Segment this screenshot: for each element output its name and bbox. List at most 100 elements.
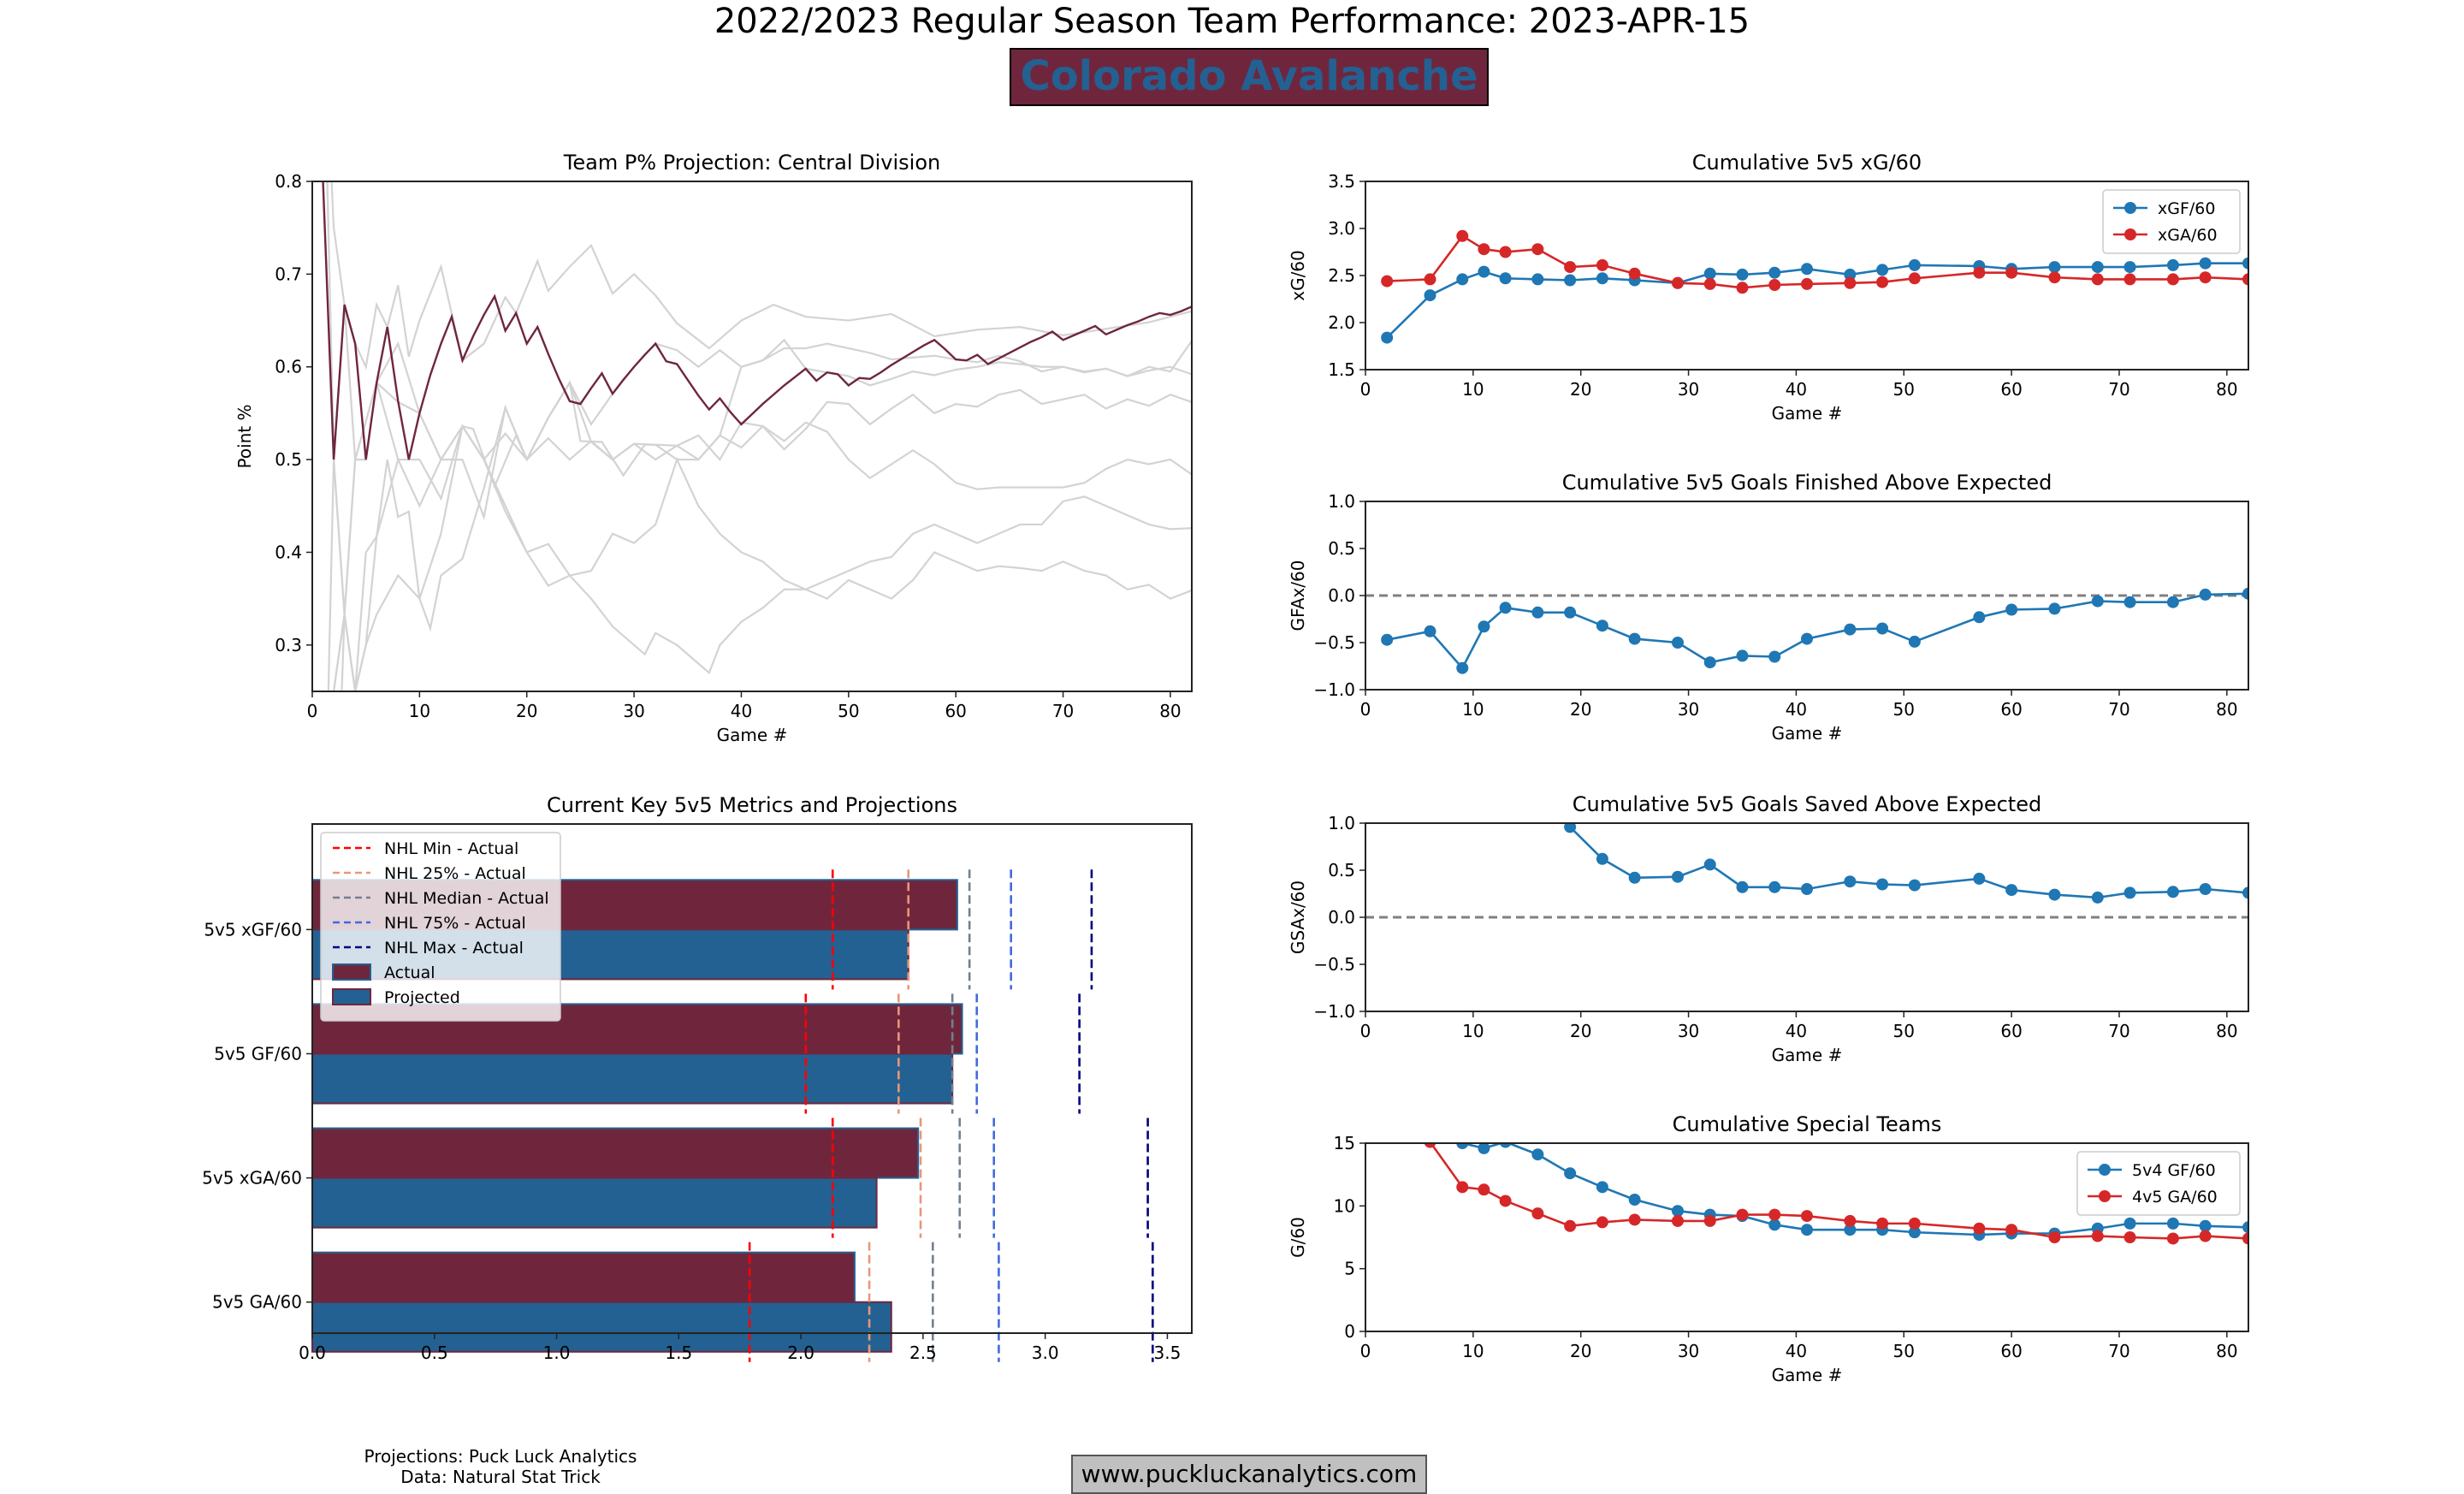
x-tick-label: 2.0 bbox=[787, 1343, 814, 1363]
bar-projected bbox=[311, 1052, 954, 1105]
x-tick-label: 40 bbox=[1786, 1341, 1807, 1361]
data-point bbox=[1908, 1226, 1921, 1239]
data-point bbox=[1876, 276, 1889, 288]
data-point bbox=[1908, 258, 1921, 271]
st-legend: 5v4 GF/60 4v5 GA/60 bbox=[2076, 1151, 2241, 1216]
division-team-line bbox=[332, 338, 1192, 691]
data-point bbox=[1531, 1148, 1544, 1161]
x-tick-label: 30 bbox=[1678, 699, 1699, 720]
data-point bbox=[1844, 1224, 1857, 1236]
x-axis-label: Game # bbox=[1772, 1365, 1843, 1385]
legend-box bbox=[2076, 1151, 2241, 1216]
x-tick-label: 80 bbox=[2216, 1021, 2237, 1041]
data-point bbox=[1564, 606, 1577, 619]
y-tick-label: 0.5 bbox=[275, 449, 302, 470]
legend-label: xGA/60 bbox=[2158, 226, 2218, 245]
data-point bbox=[2005, 884, 2018, 897]
legend-label: NHL Max - Actual bbox=[384, 939, 524, 957]
data-point bbox=[2242, 273, 2248, 286]
x-tick-label: 1.5 bbox=[665, 1343, 692, 1363]
y-tick-label: −0.5 bbox=[1313, 954, 1355, 975]
data-point bbox=[1531, 606, 1544, 619]
x-axis-label: Game # bbox=[717, 725, 788, 745]
y-axis-label: Point % bbox=[234, 404, 255, 468]
data-point bbox=[2166, 273, 2179, 286]
data-point bbox=[1844, 268, 1857, 281]
data-point bbox=[1628, 632, 1641, 645]
x-tick-label: 20 bbox=[1570, 699, 1591, 720]
data-point bbox=[2199, 1219, 2212, 1232]
data-point bbox=[1973, 611, 1986, 624]
data-point bbox=[2166, 258, 2179, 271]
bar-actual bbox=[311, 1127, 920, 1179]
data-point bbox=[1596, 272, 1608, 285]
data-point bbox=[1499, 272, 1512, 285]
y-tick-label: 10 bbox=[1334, 1195, 1355, 1216]
data-point bbox=[1768, 1218, 1781, 1231]
data-point bbox=[2166, 596, 2179, 608]
data-point bbox=[2166, 886, 2179, 898]
metrics-bar-chart: 5v5 xGF/60 5v5 GF/60 5v5 xGA/60 5v5 GA/60 Cu… bbox=[202, 793, 1193, 1363]
data-point bbox=[1768, 266, 1781, 279]
x-tick-label: 50 bbox=[1893, 1341, 1915, 1361]
division-team-line bbox=[326, 181, 1192, 691]
y-tick-label: 0.7 bbox=[275, 264, 302, 284]
data-point bbox=[1456, 1181, 1469, 1194]
x-tick-label: 70 bbox=[2108, 1021, 2129, 1041]
x-tick-label: 60 bbox=[2000, 379, 2022, 400]
website-link[interactable]: www.puckluckanalytics.com bbox=[1071, 1455, 1427, 1494]
x-tick-label: 50 bbox=[1893, 379, 1915, 400]
legend-label: Projected bbox=[384, 988, 460, 1007]
xg-legend: xGF/60 xGA/60 bbox=[2102, 189, 2241, 254]
x-tick-label: 0 bbox=[1360, 699, 1371, 720]
projections-credit: Projections: Puck Luck Analytics bbox=[364, 1446, 637, 1467]
data-point bbox=[1628, 1194, 1641, 1206]
x-tick-label: 70 bbox=[2108, 1341, 2129, 1361]
x-tick-label: 40 bbox=[1786, 379, 1807, 400]
y-tick-label: 0.5 bbox=[1328, 538, 1355, 559]
x-tick-label: 20 bbox=[1570, 1341, 1591, 1361]
y-tick-label: 1.0 bbox=[1328, 491, 1355, 512]
data-point bbox=[2005, 603, 2018, 616]
data-point bbox=[1671, 637, 1684, 649]
y-tick-label: 0.8 bbox=[275, 171, 302, 192]
x-tick-label: 70 bbox=[2108, 699, 2129, 720]
x-tick-label: 20 bbox=[1570, 379, 1591, 400]
x-tick-label: 50 bbox=[1893, 1021, 1915, 1041]
y-tick-label: 2.0 bbox=[1328, 312, 1355, 333]
data-point bbox=[1596, 1181, 1608, 1194]
y-tick-label: 0.0 bbox=[1328, 907, 1355, 928]
legend-marker bbox=[2124, 202, 2136, 214]
data-point bbox=[1768, 1208, 1781, 1221]
data-point bbox=[1973, 872, 1986, 885]
legend-swatch bbox=[332, 988, 371, 1005]
data-point bbox=[1671, 1205, 1684, 1218]
data-point bbox=[2091, 273, 2104, 286]
data-point bbox=[1703, 858, 1716, 871]
figure-title: 2022/2023 Regular Season Team Performanc… bbox=[714, 2, 1750, 41]
y-tick-label: 0.4 bbox=[275, 542, 302, 562]
legend-box bbox=[2102, 189, 2241, 254]
data-point bbox=[1564, 261, 1577, 274]
x-tick-label: 3.0 bbox=[1032, 1343, 1059, 1363]
x-tick-label: 0.5 bbox=[421, 1343, 448, 1363]
legend-label: NHL 75% - Actual bbox=[384, 914, 526, 933]
bar-projected bbox=[311, 1177, 878, 1229]
chart-title: Cumulative 5v5 Goals Saved Above Expecte… bbox=[1573, 792, 2041, 816]
series-line bbox=[1386, 262, 2248, 339]
legend-label: NHL 25% - Actual bbox=[384, 864, 526, 883]
division-team-line bbox=[326, 181, 1192, 615]
data-point bbox=[1564, 1219, 1577, 1232]
x-tick-label: 20 bbox=[516, 701, 537, 721]
y-axis-label: G/60 bbox=[1288, 1217, 1308, 1258]
data-point bbox=[1456, 229, 1469, 242]
data-point bbox=[1876, 264, 1889, 276]
y-tick-label: 15 bbox=[1334, 1133, 1355, 1153]
data-point bbox=[2123, 1217, 2136, 1230]
data-point bbox=[1478, 1143, 1490, 1154]
x-tick-label: 1.0 bbox=[543, 1343, 571, 1363]
y-tick-label: −0.5 bbox=[1313, 632, 1355, 653]
legend-label: 4v5 GA/60 bbox=[2132, 1188, 2218, 1206]
data-point bbox=[1424, 289, 1436, 302]
